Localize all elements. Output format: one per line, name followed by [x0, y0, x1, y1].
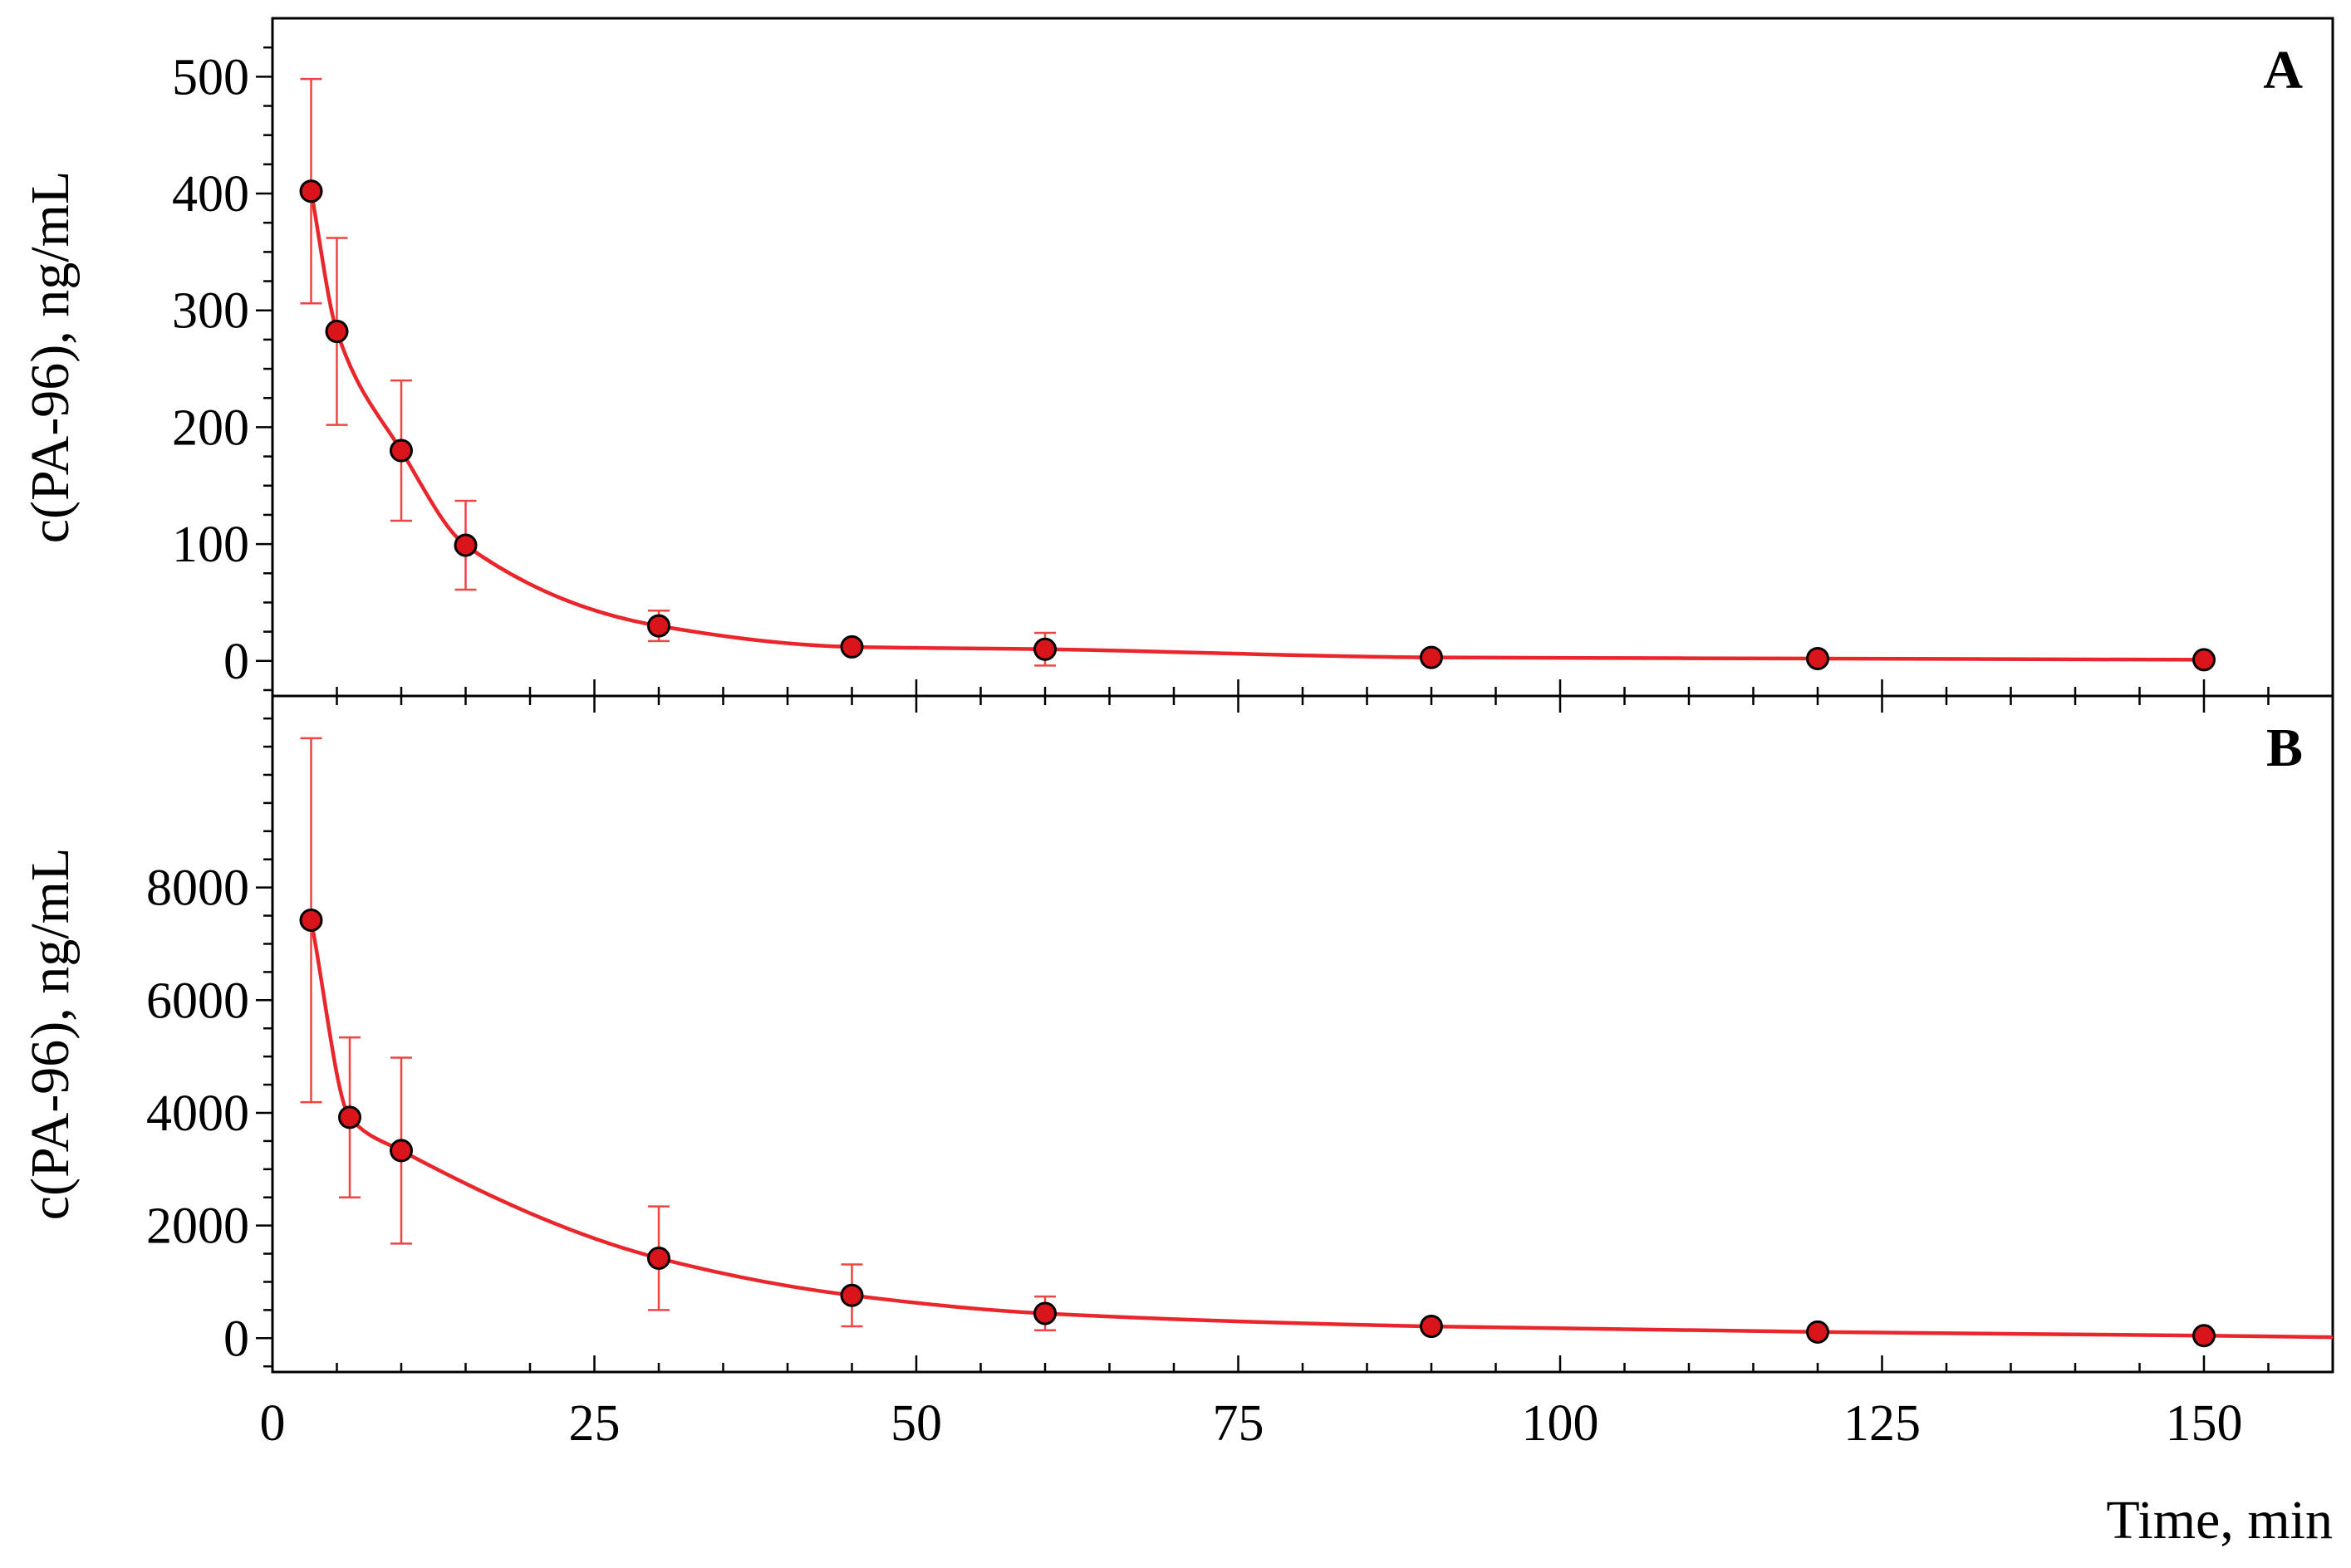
- data-point: [299, 908, 323, 932]
- fit-curve: [309, 190, 2205, 662]
- data-point: [840, 635, 864, 659]
- y-tick-label: 100: [172, 517, 249, 573]
- data-point: [1420, 1315, 1443, 1339]
- x-axis-label: Time, min: [2106, 1490, 2333, 1551]
- y-axis-label: c(PA-96), ng/mL: [20, 171, 81, 544]
- data-point: [2192, 1324, 2216, 1348]
- y-tick-label: 0: [223, 1311, 249, 1367]
- x-tick-label: 150: [2166, 1395, 2243, 1452]
- data-point: [454, 533, 478, 557]
- data-point: [1033, 637, 1057, 661]
- panel-label: A: [2263, 40, 2303, 100]
- y-tick-label: 300: [172, 283, 249, 340]
- panel-a: 0 100 200 300 400 500 c(PA-96), ng/mL A: [20, 17, 2334, 713]
- data-point: [1806, 1320, 1829, 1344]
- panel-b: 0 2000 4000 6000 8000 0 25 50 75 100 125 150 c(PA-96…: [20, 694, 2334, 1452]
- data-point: [325, 320, 349, 344]
- x-tick-label: 0: [260, 1395, 286, 1452]
- y-tick-label: 500: [172, 49, 249, 105]
- y-tick-label: 4000: [146, 1085, 249, 1142]
- data-point: [647, 614, 670, 638]
- data-point: [338, 1105, 361, 1129]
- data-point: [299, 179, 323, 203]
- data-point: [390, 439, 413, 463]
- data-point: [647, 1246, 670, 1270]
- x-tick-label: 25: [569, 1395, 621, 1452]
- y-tick-label: 6000: [146, 973, 249, 1029]
- x-tick-label: 50: [891, 1395, 942, 1452]
- data-point: [1033, 1301, 1057, 1325]
- fit-curve: [309, 919, 2334, 1340]
- y-tick-label: 2000: [146, 1198, 249, 1255]
- panel-label: B: [2266, 718, 2303, 778]
- y-axis-label: c(PA-96), ng/mL: [20, 848, 81, 1221]
- x-tick-label: 75: [1213, 1395, 1264, 1452]
- plot-frame: [271, 694, 2334, 1374]
- data-point: [2192, 648, 2216, 672]
- data-point: [1420, 645, 1443, 669]
- plot-frame: [271, 17, 2334, 698]
- y-tick-label: 0: [223, 634, 249, 690]
- y-tick-label: 8000: [146, 860, 249, 917]
- y-tick-label: 400: [172, 166, 249, 223]
- y-tick-label: 200: [172, 399, 249, 456]
- x-tick-label: 100: [1522, 1395, 1599, 1452]
- x-tick-label: 125: [1843, 1395, 1921, 1452]
- data-point: [1806, 646, 1829, 670]
- data-point: [840, 1283, 864, 1307]
- data-point: [390, 1139, 413, 1163]
